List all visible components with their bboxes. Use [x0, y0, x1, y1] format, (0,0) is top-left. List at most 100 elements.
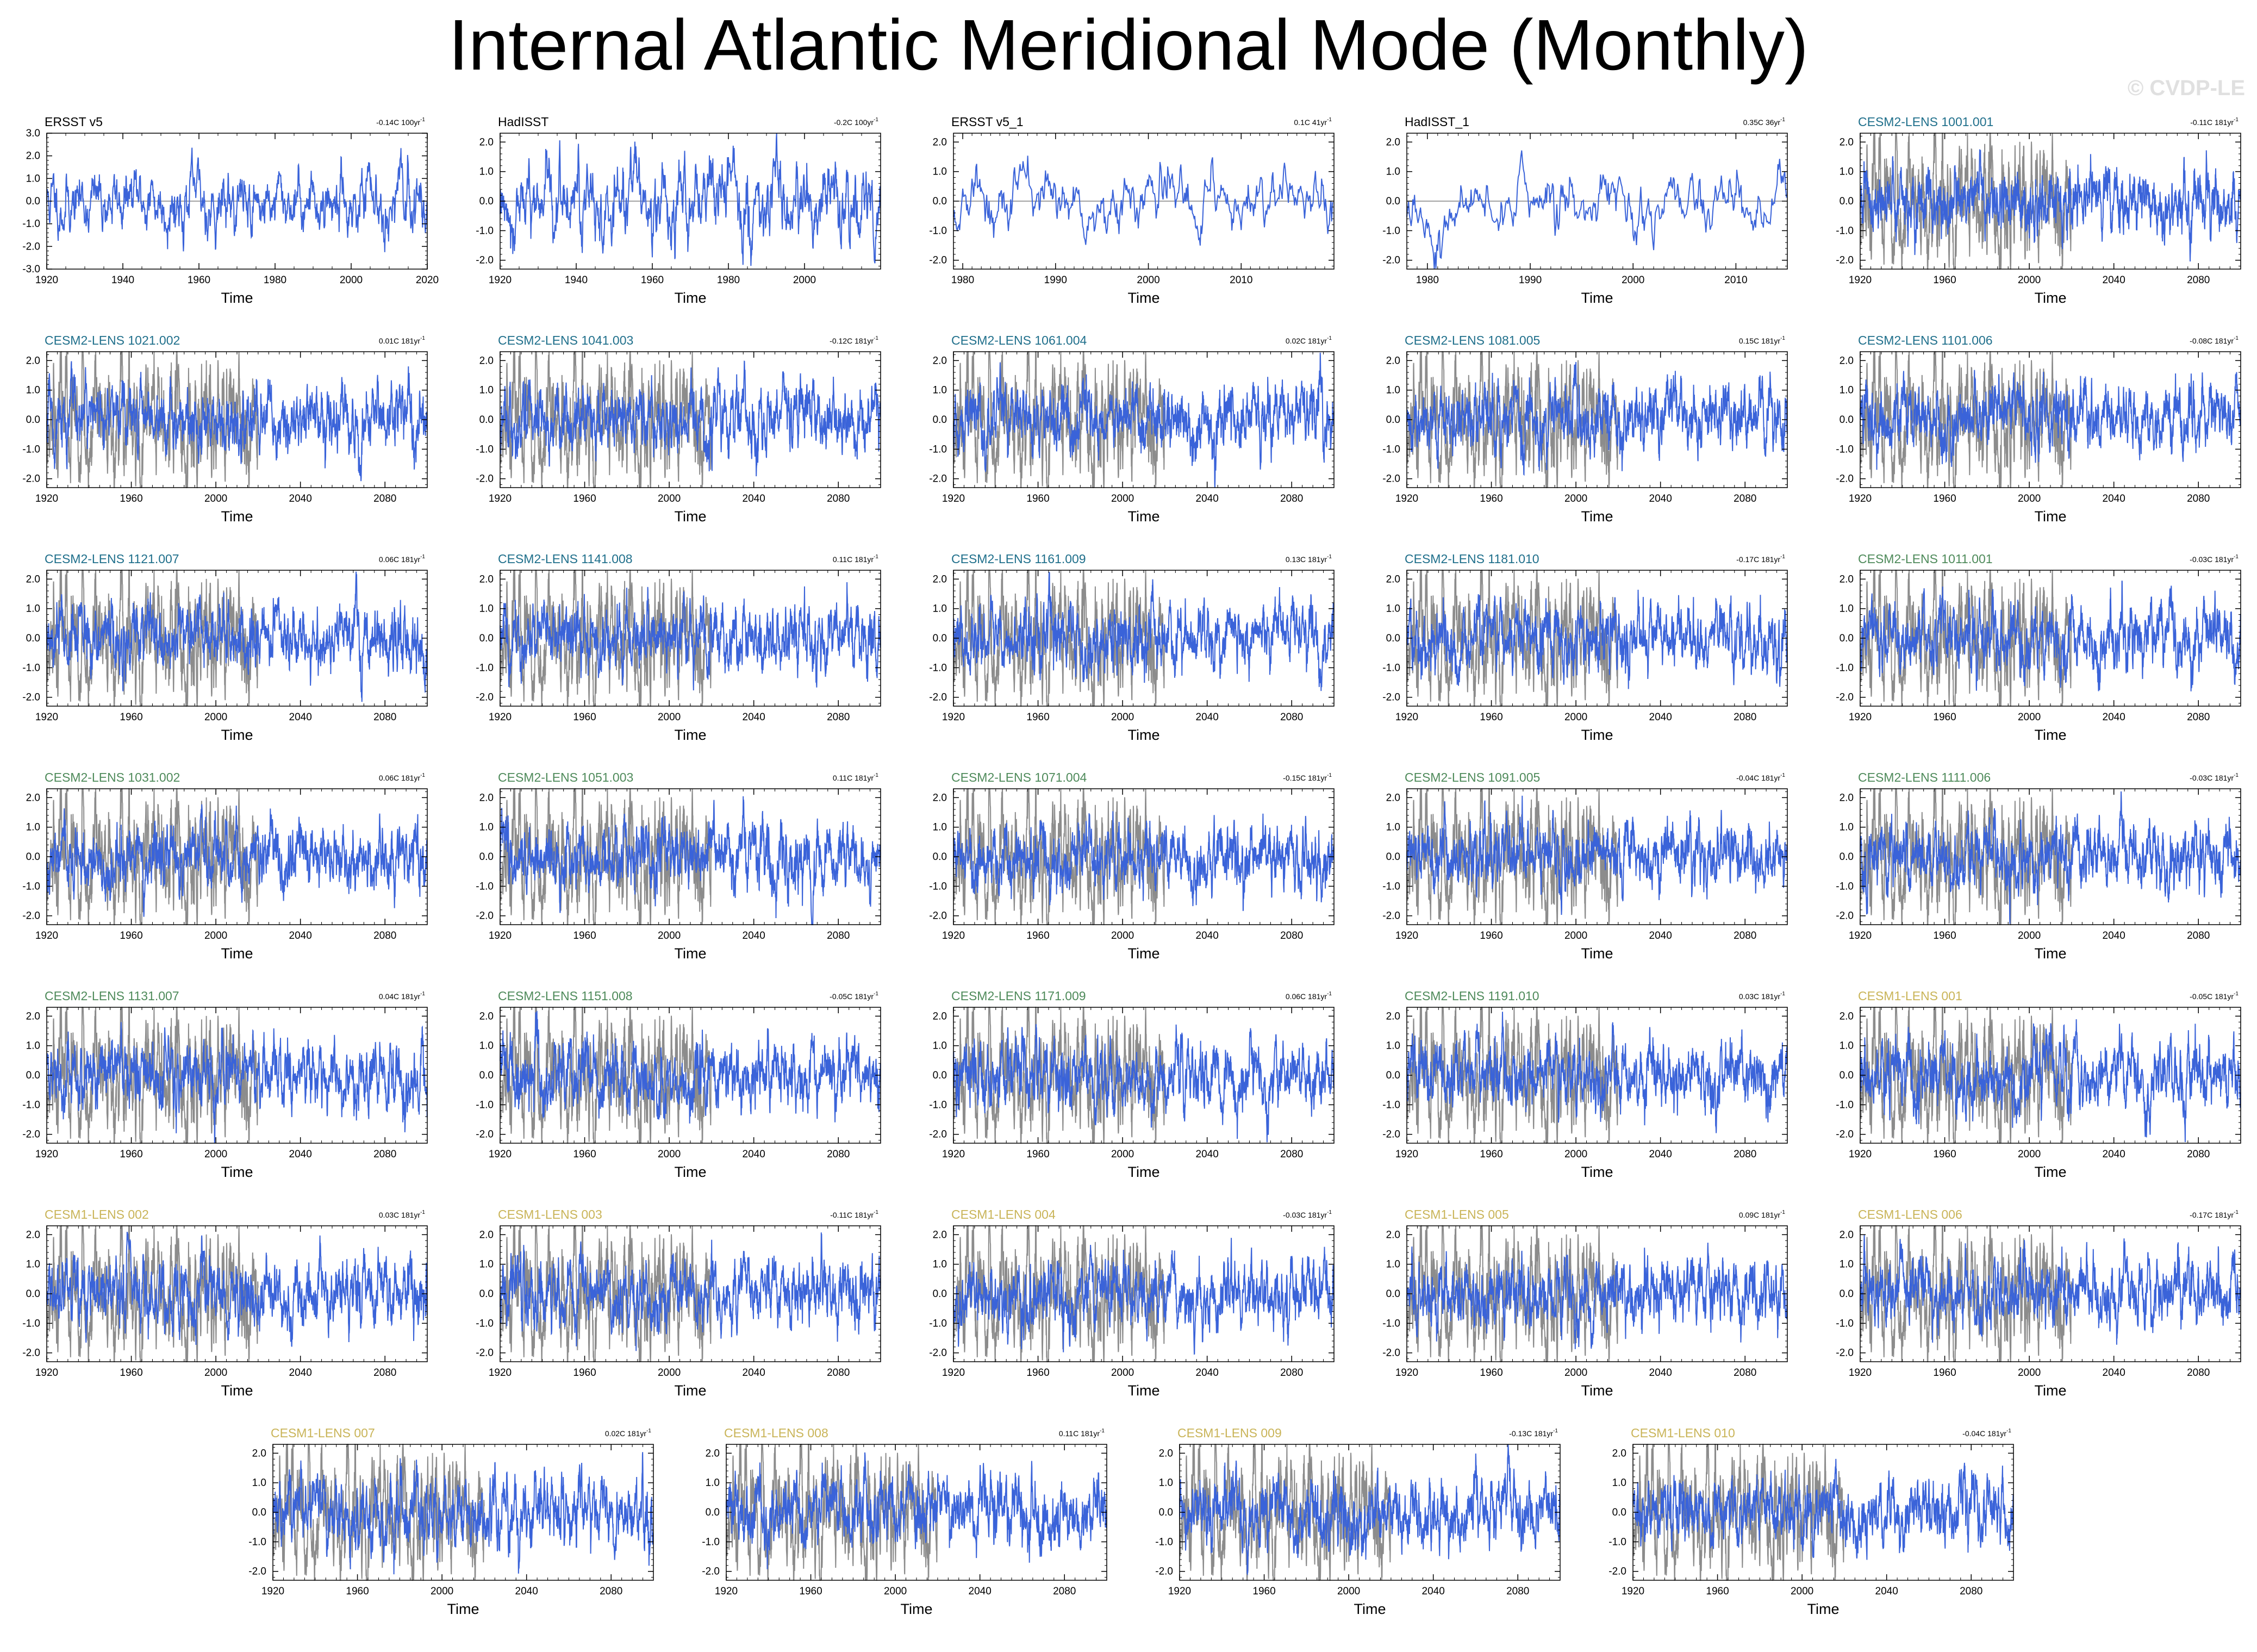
y-tick-label: -2.0 [1836, 473, 1854, 485]
x-tick-label: 1920 [1395, 1367, 1418, 1379]
x-tick-label: 1960 [1480, 1149, 1502, 1160]
chart-panel: CESM1-LENS 001 -0.05C 181yr-1 1920 1960 2000… [1836, 989, 2241, 1180]
chart-panel: HadISST -0.2C 100yr-1 1920 1940 1960 1980 2000… [476, 115, 881, 306]
y-tick-label: 2.0 [1386, 1011, 1400, 1022]
x-tick-label: 1920 [1395, 493, 1418, 504]
observed-overlay-line [1406, 351, 1619, 488]
x-tick-label: 2080 [1734, 712, 1756, 723]
y-tick-label: -1.0 [22, 881, 40, 892]
y-tick-label: -2.0 [248, 1566, 266, 1578]
y-tick-label: 1.0 [933, 822, 947, 833]
y-tick-label: -1.0 [476, 225, 494, 236]
x-tick-label: 2040 [2103, 493, 2125, 504]
series-line [953, 1024, 1335, 1143]
x-tick-label: 2080 [1053, 1586, 1076, 1597]
x-tick-label: 1920 [489, 1149, 512, 1160]
chart-panel: CESM1-LENS 008 0.11C 181yr-1 1920 1960 2000 2… [702, 1426, 1107, 1617]
x-tick-label: 2080 [2187, 1367, 2210, 1379]
x-tick-label: 2000 [340, 275, 363, 286]
y-tick-label: -2.0 [1836, 1129, 1854, 1140]
y-tick-label: -2.0 [1382, 911, 1400, 922]
x-axis-title: Time [1128, 508, 1160, 525]
x-tick-label: 2000 [1111, 930, 1134, 942]
x-tick-label: 1960 [1933, 1149, 1956, 1160]
chart-panel: CESM2-LENS 1151.008 -0.05C 181yr-1 1920 196… [476, 989, 881, 1180]
x-tick-label: 1920 [489, 1367, 512, 1379]
series-line [500, 1011, 881, 1124]
y-tick-label: 0.0 [1840, 851, 1854, 863]
x-tick-label: 2080 [1734, 1149, 1756, 1160]
x-tick-label: 1920 [261, 1586, 284, 1597]
chart-panel: CESM2-LENS 1031.002 0.06C 181yr-1 1920 1960… [22, 770, 428, 962]
x-tick-label: 2040 [1196, 1367, 1219, 1379]
x-tick-label: 1920 [942, 493, 965, 504]
y-tick-label: -2.0 [929, 473, 947, 485]
y-tick-label: 0.0 [933, 414, 947, 426]
y-tick-label: -2.0 [476, 1348, 494, 1359]
series-line [500, 1232, 881, 1351]
x-tick-label: 1960 [1026, 712, 1049, 723]
panel-title: CESM2-LENS 1181.010 [1405, 552, 1539, 566]
chart-panel: CESM2-LENS 1121.007 0.06C 181yr-1 1920 1960… [22, 552, 428, 743]
chart-panel: CESM2-LENS 1051.003 0.11C 181yr-1 1920 1960… [476, 770, 881, 962]
observed-overlay-line [953, 570, 1165, 707]
trend-label: 0.06C 181yr-1 [379, 772, 426, 782]
series-line [46, 571, 428, 702]
y-tick-label: -1.0 [929, 444, 947, 455]
x-tick-label: 1980 [264, 275, 286, 286]
x-tick-label: 2080 [373, 712, 396, 723]
x-axis-title: Time [901, 1601, 933, 1617]
x-tick-label: 1960 [120, 1367, 142, 1379]
observed-overlay-line [953, 351, 1165, 488]
y-tick-label: 0.0 [1159, 1507, 1173, 1518]
y-tick-label: -1.0 [22, 662, 40, 674]
x-tick-label: 2000 [2018, 1367, 2041, 1379]
x-axis-title: Time [1128, 1164, 1160, 1180]
x-tick-label: 1920 [1849, 930, 1872, 942]
x-tick-label: 1920 [35, 493, 58, 504]
panel-title: ERSST v5_1 [951, 115, 1024, 129]
series-line [953, 352, 1335, 488]
trend-label: -0.11C 181yr-1 [830, 1210, 878, 1219]
observed-overlay-line [726, 1444, 938, 1581]
series-line [1860, 581, 2241, 691]
x-tick-label: 2000 [658, 712, 681, 723]
y-tick-label: -1.0 [476, 881, 494, 892]
y-tick-label: 2.0 [26, 1229, 40, 1240]
y-tick-label: -1.0 [702, 1536, 720, 1548]
x-tick-label: 2080 [827, 493, 850, 504]
trend-label: -0.2C 100yr-1 [834, 117, 878, 127]
x-tick-label: 2040 [1649, 930, 1672, 942]
panel-title: CESM2-LENS 1091.005 [1405, 770, 1540, 784]
x-tick-label: 1960 [346, 1586, 369, 1597]
y-tick-label: 2.0 [479, 792, 494, 803]
x-tick-label: 2040 [743, 930, 765, 942]
x-tick-label: 1920 [1849, 712, 1872, 723]
series-line [46, 1022, 428, 1144]
chart-panel: CESM1-LENS 005 0.09C 181yr-1 1920 1960 2000 2… [1382, 1207, 1788, 1399]
x-tick-label: 2040 [1196, 1149, 1219, 1160]
x-tick-label: 2000 [204, 712, 227, 723]
x-tick-label: 1960 [1026, 930, 1049, 942]
x-tick-label: 1960 [120, 493, 142, 504]
x-tick-label: 2000 [1564, 1149, 1587, 1160]
trend-label: 0.13C 181yr-1 [1286, 554, 1332, 564]
y-tick-label: -2.0 [1382, 692, 1400, 703]
x-axis-title: Time [675, 508, 707, 525]
panel-title: CESM2-LENS 1021.002 [45, 333, 180, 347]
x-tick-label: 2080 [373, 930, 396, 942]
trend-label: -0.11C 181yr-1 [2190, 117, 2239, 127]
chart-panel: CESM2-LENS 1111.006 -0.03C 181yr-1 1920 196… [1836, 770, 2241, 962]
x-tick-label: 2080 [827, 1367, 850, 1379]
x-tick-label: 2000 [1564, 493, 1587, 504]
y-tick-label: 2.0 [26, 792, 40, 803]
series-line [1632, 1458, 2014, 1560]
panel-title: CESM2-LENS 1141.008 [498, 552, 633, 566]
y-tick-label: 0.0 [1840, 414, 1854, 426]
x-tick-label: 2000 [1111, 712, 1134, 723]
y-tick-label: 2.0 [933, 573, 947, 585]
chart-panel: CESM2-LENS 1041.003 -0.12C 181yr-1 1920 196… [476, 333, 881, 525]
y-tick-label: -2.0 [1836, 911, 1854, 922]
series-line [953, 811, 1335, 911]
chart-panel: CESM2-LENS 1161.009 0.13C 181yr-1 1920 1960… [929, 552, 1335, 743]
